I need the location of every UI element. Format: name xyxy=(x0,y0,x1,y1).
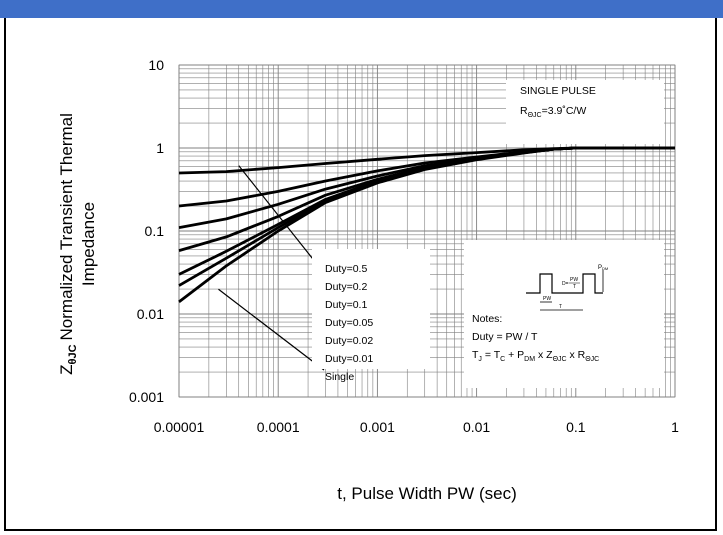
x-tick-label: 0.00001 xyxy=(154,419,205,435)
notes-duty-line: Duty = PW / T xyxy=(472,331,538,343)
eq-dm-sub: DM xyxy=(524,356,535,363)
single-pulse-annotation: SINGLE PULSE RΘJC=3.9˚C/W xyxy=(506,80,664,144)
legend-entry-duty-0-5: Duty=0.5 xyxy=(325,263,367,275)
t-label: T xyxy=(559,304,562,310)
legend-entry-duty-0-1: Duty=0.1 xyxy=(325,299,367,311)
leader-line-duty-0-5 xyxy=(238,165,325,274)
y-axis-z: Z xyxy=(57,365,76,375)
eq-p: + P xyxy=(505,349,524,361)
y-tick-label: 1 xyxy=(156,140,164,156)
notes-box-bg xyxy=(464,240,664,388)
transient-thermal-impedance-chart: 0.00001 0.0001 0.001 0.01 0.1 1 1010.10.010.0… xyxy=(57,57,679,503)
notes-title: Notes: xyxy=(472,313,502,325)
duty-fraction-num: PW xyxy=(570,277,578,283)
curves xyxy=(178,146,675,304)
eq-j-sub: J xyxy=(478,356,482,363)
x-tick-label: 0.0001 xyxy=(257,419,300,435)
pulse-diagram xyxy=(526,270,604,311)
x-tick-labels: 0.00001 0.0001 0.001 0.01 0.1 1 xyxy=(154,419,679,435)
chart-frame: 0.00001 0.0001 0.001 0.01 0.1 1 10 1 0.1 0.01 0.0… xyxy=(4,18,717,531)
y-tick-label: 0.1 xyxy=(145,223,165,239)
legend-box xyxy=(312,249,430,369)
pdm-p: P xyxy=(598,265,602,271)
pdm-sub: DM xyxy=(602,266,608,271)
pw-label: PW xyxy=(543,296,551,302)
y-tick-label: 10 xyxy=(148,57,164,73)
notes-box: PDM D= PW T PW T Notes: Duty = PW / T TJ… xyxy=(464,240,664,388)
legend-entry-duty-0-2: Duty=0.2 xyxy=(325,281,367,293)
y-tick-label: 0.01 xyxy=(137,306,164,322)
x-axis-title: t, Pulse Width PW (sec) xyxy=(337,484,516,503)
y-tick-labels: 10 1 0.1 0.01 0.001 xyxy=(129,57,164,405)
eq-z: x Z xyxy=(535,349,553,361)
x-tick-label: 1 xyxy=(671,419,679,435)
eq-r: x R xyxy=(567,349,586,361)
pdm-label: PDM xyxy=(598,265,608,271)
x-tick-label: 0.001 xyxy=(360,419,395,435)
single-pulse-box xyxy=(506,80,664,144)
x-tick-label: 0.01 xyxy=(463,419,490,435)
r-value: =3.9˚C/W xyxy=(542,105,587,117)
leader-line-single xyxy=(218,288,325,371)
duty-fraction-d: D= xyxy=(562,281,569,287)
x-tick-label: 0.1 xyxy=(566,419,586,435)
eq-c-sub: C xyxy=(500,356,505,363)
legend-leader-lines xyxy=(218,165,325,371)
eq-t: T xyxy=(472,349,479,361)
r-sub: ΘJC xyxy=(528,112,542,119)
legend: Duty=0.5 Duty=0.2 Duty=0.1 Duty=0.05 Duty=0.… xyxy=(312,249,430,383)
y-tick-label: 0.001 xyxy=(129,389,164,405)
eq-r-sub: ΘJC xyxy=(585,356,599,363)
y-axis-main: Normalized Transient Thermal xyxy=(57,113,76,340)
single-pulse-title: SINGLE PULSE xyxy=(520,85,596,97)
legend-entry-single: Single xyxy=(325,371,354,383)
legend-entry-duty-0-02: Duty=0.02 xyxy=(325,335,373,347)
window-title-bar xyxy=(0,0,723,18)
r-main: R xyxy=(520,105,528,117)
eq-z-sub: ΘJC xyxy=(553,356,567,363)
pulse-waveform xyxy=(526,273,603,294)
notes-equation: TJ = TC + PDM x ZΘJC x RΘJC xyxy=(472,349,599,363)
y-axis-title: ZθJC Normalized Transient Thermal Impedan… xyxy=(57,113,98,375)
y-axis-title-line1: ZθJC Normalized Transient Thermal xyxy=(57,113,79,375)
series-line-single xyxy=(178,146,675,304)
y-axis-title-line2: Impedance xyxy=(79,202,98,286)
r-thetajc-value: RΘJC=3.9˚C/W xyxy=(520,105,586,119)
legend-entry-duty-0-05: Duty=0.05 xyxy=(325,317,373,329)
legend-entry-duty-0-01: Duty=0.01 xyxy=(325,353,373,365)
eq-tc: = T xyxy=(482,349,501,361)
duty-fraction-den: T xyxy=(573,284,576,290)
y-axis-sub: θJC xyxy=(67,344,79,364)
